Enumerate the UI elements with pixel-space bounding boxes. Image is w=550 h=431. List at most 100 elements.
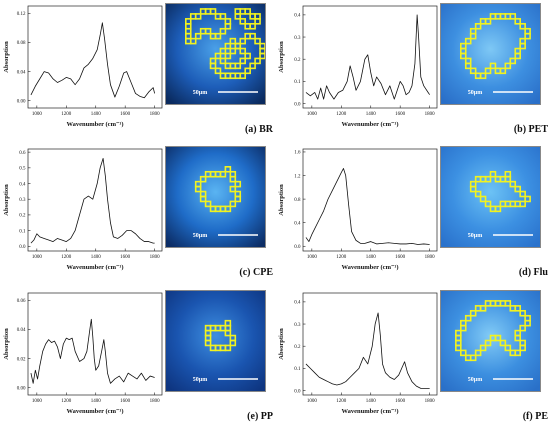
plot-frame <box>27 148 163 252</box>
y-axis-label: Absorption <box>3 41 10 73</box>
particle-outline-cell <box>219 47 227 55</box>
particle-outline-cell <box>479 344 487 352</box>
x-axis-label: Wavenumber (cm⁻¹) <box>341 408 398 415</box>
particle-outline-cell <box>524 195 531 203</box>
particle-outline-cell <box>499 339 507 347</box>
y-tick-label: 0.5 <box>19 167 26 172</box>
y-tick-label: 0.04 <box>17 70 26 75</box>
particle-outline-cell <box>459 42 467 50</box>
y-tick-label: 0.3 <box>294 323 301 328</box>
particle-outline-cell <box>484 200 492 208</box>
x-axis-label: Wavenumber (cm⁻¹) <box>341 264 398 271</box>
particle-outline-cell <box>509 349 517 357</box>
y-tick-label: 0.4 <box>294 221 301 226</box>
spectrum-line <box>30 158 155 244</box>
x-axis-label: Wavenumber (cm⁻¹) <box>341 121 398 128</box>
spectrum-plot: 1000 1200 1400 1600 1800 0.0 0.4 0.8 1.2 1.6 Absor… <box>278 148 438 271</box>
y-tick-label: 0.00 <box>17 100 26 105</box>
y-tick-label: 0.8 <box>294 198 301 203</box>
particle-outline-cell <box>244 67 251 75</box>
particle-outline-cell <box>474 349 482 357</box>
scale-bar-label: 50μm <box>468 377 482 383</box>
particle-outline-cell <box>514 305 521 312</box>
particle-outline-cell <box>524 319 531 327</box>
x-axis-label: Wavenumber (cm⁻¹) <box>66 121 123 128</box>
scale-bar-label: 50μm <box>193 233 207 239</box>
y-tick-label: 0.3 <box>294 36 301 41</box>
y-tick-label: 0.0 <box>294 102 301 107</box>
particle-outline-cell <box>224 42 232 50</box>
y-tick-label: 0.1 <box>294 367 301 372</box>
particle-outline-cell <box>474 72 482 80</box>
x-tick-label: 1400 <box>91 399 102 404</box>
particle-outline-cell <box>479 195 487 203</box>
y-tick-label: 0.08 <box>17 41 26 46</box>
particle-outline-cell <box>519 344 526 352</box>
particle-outline-cell <box>464 314 472 322</box>
micrograph: 50μm <box>440 3 541 105</box>
particle-outline-cell <box>209 8 217 15</box>
y-tick-label: 1.6 <box>294 151 301 156</box>
x-axis-label: Wavenumber (cm⁻¹) <box>66 408 123 415</box>
spectrum-plot: 1000 1200 1400 1600 1800 0.0 0.1 0.2 0.3 0.4 Absor… <box>278 5 438 128</box>
particle-outline-cell <box>209 32 217 40</box>
particle-outline-cell <box>239 57 246 65</box>
x-tick-label: 1600 <box>120 255 131 260</box>
y-tick-label: 0.4 <box>294 14 301 19</box>
panel-2: 1000 1200 1400 1600 1800 0.0 0.1 0.2 0.3 0.4 Absor… <box>275 0 550 143</box>
x-tick-label: 1800 <box>150 255 161 260</box>
scale-bar-label: 50μm <box>468 90 482 96</box>
particle-outline-cell <box>489 205 497 213</box>
y-axis-label: Absorption <box>3 328 10 360</box>
particle-outline-cell <box>184 18 192 25</box>
particle-outline-cell <box>219 170 227 178</box>
particle-outline-cell <box>489 334 497 342</box>
particle-outline-cell <box>504 344 512 352</box>
plot-frame <box>302 148 438 252</box>
y-tick-label: 0.00 <box>17 387 26 392</box>
particle-outline-cell <box>464 354 472 362</box>
plot-frame <box>27 292 163 396</box>
particle-outline-cell <box>519 324 526 332</box>
x-tick-label: 1000 <box>307 112 318 117</box>
particle-outline-cell <box>254 57 261 65</box>
x-tick-label: 1400 <box>91 255 102 260</box>
particle-outline-cell <box>229 185 237 193</box>
spectrum-plot: 1000 1200 1400 1600 1800 0.0 0.1 0.2 0.3 0.4 Absor… <box>278 292 438 415</box>
panel-caption: (c) CPE <box>239 267 273 278</box>
x-axis-label: Wavenumber (cm⁻¹) <box>66 264 123 271</box>
x-tick-label: 1800 <box>425 255 436 260</box>
particle-outline-cell <box>229 47 237 55</box>
x-tick-label: 1200 <box>336 399 347 404</box>
y-tick-label: 0.0 <box>294 389 301 394</box>
particle-outline-cell <box>224 165 232 173</box>
y-tick-label: 1.2 <box>294 174 301 179</box>
scale-bar-label: 50μm <box>193 377 207 383</box>
particle-outline-cell <box>229 175 237 183</box>
particle-outline-cell <box>209 62 217 70</box>
particle-outline-cell <box>229 37 237 45</box>
particle-outline-cell <box>514 52 521 60</box>
particle-outline-cell <box>214 52 222 60</box>
particle-outline-cell <box>509 13 517 20</box>
micrograph-background <box>166 147 265 247</box>
particle-outline-cell <box>204 200 212 208</box>
panel-caption: (f) PE <box>522 411 548 422</box>
particle-outline-cell <box>209 205 217 213</box>
particle-outline-cell <box>519 309 526 317</box>
particle-outline-cell <box>504 175 512 183</box>
spectrum-plot: 1000 1200 1400 1600 1800 0.00 0.02 0.04 0.06 Abso… <box>3 292 163 415</box>
particle-outline-cell <box>234 195 242 203</box>
particle-outline-cell <box>244 32 251 40</box>
particle-outline-cell <box>199 175 207 183</box>
micrograph-background <box>166 291 265 391</box>
spectrum-line <box>30 22 156 99</box>
panel-3: 1000 1200 1400 1600 1800 0.0 0.1 0.2 0.3 0.4 0.5 0.… <box>0 143 275 286</box>
particle-outline-cell <box>524 32 531 40</box>
particle-outline-cell <box>194 13 202 20</box>
spectrum-plot: 1000 1200 1400 1600 1800 0.0 0.1 0.2 0.3 0.4 0.5 0.… <box>3 148 163 271</box>
spectrum-line <box>30 318 155 384</box>
particle-outline-cell <box>199 27 207 35</box>
particle-outline-cell <box>249 62 256 70</box>
y-tick-label: 0.1 <box>19 229 26 234</box>
